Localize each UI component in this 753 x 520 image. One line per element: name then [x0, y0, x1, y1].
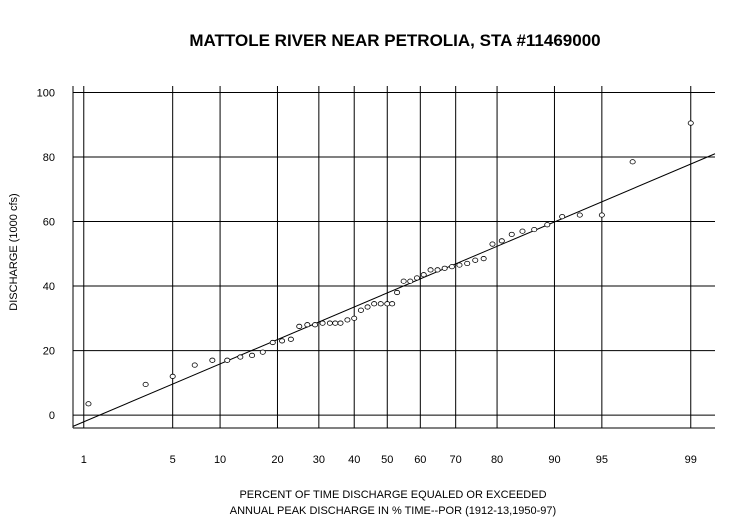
- data-point: [427, 267, 434, 273]
- data-point: [209, 357, 216, 363]
- data-point: [448, 264, 455, 270]
- data-point: [464, 260, 471, 267]
- data-point: [519, 228, 526, 234]
- data-point: [326, 320, 333, 326]
- x-tick-labels: 1 5 10 20 30 40 50 60 70 80 90 95 99: [81, 454, 697, 466]
- data-point: [394, 289, 401, 296]
- x-tick-label: 60: [414, 454, 426, 466]
- x-axis-label-2: ANNUAL PEAK DISCHARGE IN % TIME--POR (19…: [230, 505, 556, 517]
- data-point: [319, 320, 326, 326]
- y-tick-label: 20: [43, 346, 55, 358]
- data-point: [332, 320, 339, 326]
- x-tick-label: 5: [170, 454, 176, 466]
- x-tick-label: 30: [313, 454, 325, 466]
- data-point: [237, 354, 244, 360]
- y-tick-labels: 0 20 40 60 80 100: [37, 87, 55, 422]
- data-point: [337, 320, 344, 326]
- x-tick-label: 99: [685, 454, 697, 466]
- y-tick-label: 100: [37, 87, 55, 99]
- data-point: [629, 159, 636, 165]
- y-axis-label: DISCHARGE (1000 cfs): [8, 193, 20, 310]
- data-point: [456, 262, 463, 268]
- chart-title: MATTOLE RIVER NEAR PETROLIA, STA #114690…: [189, 31, 600, 50]
- data-point: [384, 301, 391, 307]
- data-point: [389, 301, 396, 307]
- data-point: [224, 357, 231, 363]
- y-tick-label: 60: [43, 217, 55, 229]
- x-tick-label: 20: [271, 454, 283, 466]
- data-point: [544, 222, 551, 228]
- y-tick-label: 0: [49, 410, 55, 422]
- x-tick-label: 90: [548, 454, 560, 466]
- data-point: [413, 275, 420, 281]
- data-point: [531, 226, 538, 233]
- data-points: [85, 120, 694, 407]
- data-point: [296, 323, 303, 329]
- data-point: [169, 373, 176, 379]
- data-point: [576, 212, 583, 218]
- data-point: [351, 315, 358, 321]
- x-tick-label: 10: [214, 454, 226, 466]
- data-point: [420, 272, 427, 278]
- x-axis-label: PERCENT OF TIME DISCHARGE EQUALED OR EXC…: [239, 489, 546, 501]
- data-point: [377, 301, 384, 307]
- data-point: [357, 307, 364, 313]
- data-point: [687, 120, 694, 126]
- data-point: [400, 278, 407, 284]
- data-point: [304, 322, 311, 328]
- data-point: [508, 231, 515, 238]
- data-point: [472, 257, 479, 263]
- y-tick-label: 80: [43, 152, 55, 164]
- data-point: [371, 301, 378, 307]
- data-point: [249, 352, 256, 359]
- data-point: [259, 349, 266, 355]
- data-point: [269, 339, 276, 346]
- data-point: [489, 241, 496, 247]
- x-tick-label: 50: [381, 454, 393, 466]
- data-point: [559, 214, 566, 220]
- data-point: [480, 256, 487, 262]
- data-point: [142, 381, 149, 388]
- data-point: [407, 278, 414, 284]
- data-point: [344, 317, 351, 323]
- data-point: [279, 338, 286, 344]
- data-point: [191, 362, 198, 368]
- data-point: [498, 238, 505, 244]
- grid-lines: [72, 86, 715, 429]
- data-point: [287, 336, 294, 342]
- data-point: [434, 267, 441, 273]
- x-tick-label: 70: [450, 454, 462, 466]
- data-point: [441, 265, 448, 271]
- x-tick-label: 1: [81, 454, 87, 466]
- x-tick-label: 95: [596, 454, 608, 466]
- x-tick-label: 80: [491, 454, 503, 466]
- fit-line: [72, 153, 716, 427]
- data-point: [598, 212, 605, 218]
- data-point: [364, 304, 371, 310]
- y-tick-label: 40: [43, 281, 55, 293]
- data-point: [312, 322, 319, 328]
- x-tick-label: 40: [348, 454, 360, 466]
- data-point: [85, 401, 92, 407]
